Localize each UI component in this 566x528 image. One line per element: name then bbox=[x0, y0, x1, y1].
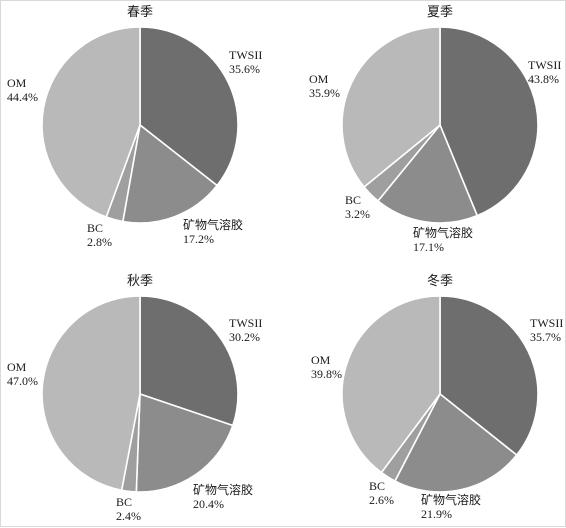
slice-value-bc: 2.4% bbox=[116, 509, 141, 523]
slice-label-om: OM bbox=[7, 360, 27, 374]
slice-value-twsii: 35.7% bbox=[530, 330, 561, 344]
chart-title: 春季 bbox=[127, 4, 153, 19]
pie-slice-om bbox=[41, 295, 141, 492]
slice-label-mineral-aerosol: 矿物气溶胶 bbox=[193, 482, 253, 497]
slice-label-twsii: TWSII bbox=[229, 316, 262, 330]
slice-label-mineral-aerosol: 矿物气溶胶 bbox=[183, 217, 243, 232]
slice-value-mineral-aerosol: 21.9% bbox=[421, 507, 452, 521]
slice-value-mineral-aerosol: 17.1% bbox=[413, 240, 444, 254]
slice-value-om: 47.0% bbox=[7, 374, 38, 388]
slice-value-bc: 2.8% bbox=[87, 235, 112, 249]
chart-title: 夏季 bbox=[427, 4, 453, 19]
slice-value-mineral-aerosol: 20.4% bbox=[193, 497, 224, 511]
pie-rim bbox=[341, 26, 539, 224]
pie-rim bbox=[341, 295, 539, 493]
pie-rim bbox=[41, 295, 239, 493]
pie-rim bbox=[41, 26, 239, 224]
slice-label-twsii: TWSII bbox=[530, 316, 563, 330]
slice-label-mineral-aerosol: 矿物气溶胶 bbox=[413, 225, 473, 240]
slice-value-om: 35.9% bbox=[309, 86, 340, 100]
slice-label-om: OM bbox=[309, 72, 329, 86]
slice-label-om: OM bbox=[311, 353, 331, 367]
slice-value-twsii: 35.6% bbox=[229, 62, 260, 76]
chart-title: 冬季 bbox=[427, 273, 453, 288]
slice-label-mineral-aerosol: 矿物气溶胶 bbox=[421, 492, 481, 507]
slice-label-twsii: TWSII bbox=[229, 48, 262, 62]
slice-value-bc: 2.6% bbox=[369, 493, 394, 507]
slice-label-bc: BC bbox=[116, 495, 132, 509]
slice-label-bc: BC bbox=[369, 479, 385, 493]
slice-value-bc: 3.2% bbox=[345, 207, 370, 221]
slice-label-bc: BC bbox=[345, 193, 361, 207]
slice-value-twsii: 43.8% bbox=[528, 72, 559, 86]
slice-value-mineral-aerosol: 17.2% bbox=[183, 232, 214, 246]
slice-label-twsii: TWSII bbox=[528, 58, 561, 72]
slice-value-twsii: 30.2% bbox=[229, 330, 260, 344]
slice-value-om: 44.4% bbox=[7, 90, 38, 104]
chart-title: 秋季 bbox=[127, 273, 153, 288]
slice-label-om: OM bbox=[7, 76, 27, 90]
slice-label-bc: BC bbox=[87, 221, 103, 235]
slice-value-om: 39.8% bbox=[311, 367, 342, 381]
